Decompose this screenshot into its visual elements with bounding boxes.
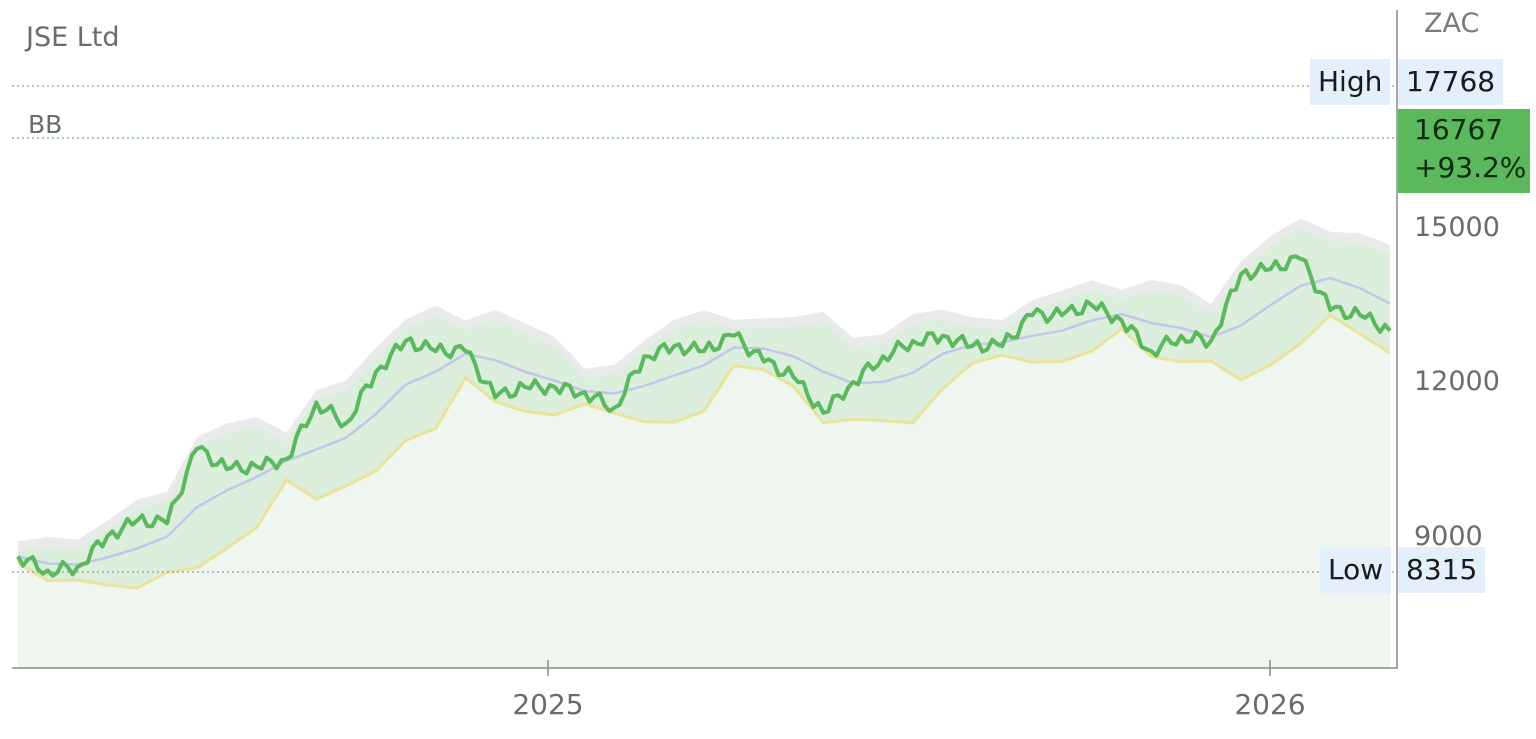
indicator-label: BB <box>28 110 63 139</box>
low-label-tag: Low <box>1320 547 1392 593</box>
x-tick-label: 2026 <box>1234 688 1306 721</box>
high-value-tag: 17768 <box>1398 59 1504 105</box>
bollinger-middle-line <box>17 276 1391 566</box>
x-tick-label: 2025 <box>512 688 584 721</box>
high-label-tag: High <box>1310 59 1391 105</box>
last-price-box: 16767 +93.2% <box>1398 109 1530 193</box>
y-tick-label: 12000 <box>1414 366 1500 397</box>
low-value-tag: 8315 <box>1398 547 1486 593</box>
chart-title: JSE Ltd <box>26 22 120 53</box>
last-price-value: 16767 <box>1414 113 1504 146</box>
price-line <box>16 254 1392 578</box>
y-tick-label: 15000 <box>1414 212 1500 243</box>
bollinger-lower-line <box>17 313 1391 590</box>
change-percent: +93.2% <box>1414 151 1527 184</box>
y-tick-label: 9000 <box>1414 521 1483 552</box>
currency-label: ZAC <box>1424 8 1480 39</box>
